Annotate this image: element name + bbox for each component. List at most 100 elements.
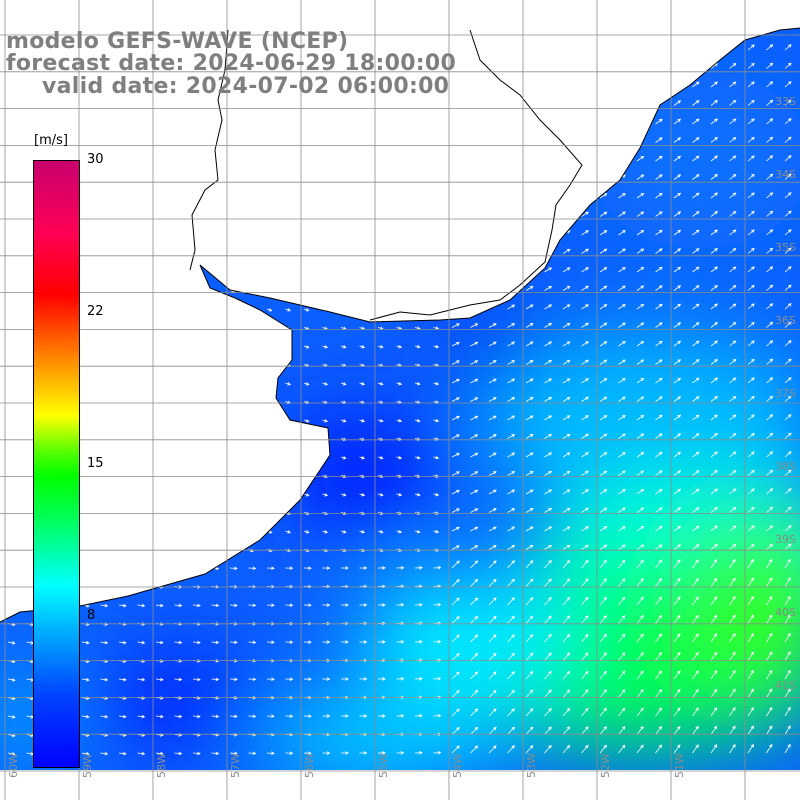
wind-arrow [248, 271, 254, 275]
wind-arrow [599, 670, 607, 680]
wind-arrow [100, 640, 109, 645]
wind-arrow [747, 229, 755, 236]
wind-arrow [507, 175, 516, 180]
wind-arrow [211, 345, 217, 349]
wind-arrow [618, 137, 626, 143]
wind-arrow [673, 229, 682, 236]
wind-arrow [192, 160, 199, 164]
wind-arrow [285, 382, 292, 386]
wind-arrow [692, 488, 700, 495]
wind-arrow [174, 123, 180, 127]
wind-arrow [470, 560, 479, 569]
wind-arrow [414, 381, 421, 386]
wind-arrow [655, 81, 663, 88]
wind-arrow [414, 677, 423, 681]
wind-arrow [303, 141, 310, 146]
wind-arrow [599, 100, 608, 106]
wind-arrow [729, 744, 736, 754]
wind-arrow [248, 566, 257, 571]
wind-arrow [488, 378, 497, 384]
wind-arrow [414, 640, 423, 644]
wind-arrow [340, 584, 349, 589]
wind-arrow [396, 344, 403, 349]
wind-arrow [766, 525, 774, 532]
wind-arrow [618, 415, 626, 421]
wind-arrow [396, 289, 403, 293]
wind-arrow [174, 419, 180, 423]
wind-arrow [155, 751, 164, 756]
wind-arrow [211, 419, 217, 423]
wind-arrow [266, 382, 273, 386]
colorbar-tick-22: 22 [87, 304, 104, 319]
wind-arrow [192, 640, 201, 645]
wind-arrow [766, 469, 774, 476]
wind-arrow [396, 104, 403, 108]
wind-arrow [192, 123, 199, 127]
wind-arrow [507, 323, 516, 328]
wind-arrow [488, 341, 497, 347]
wind-arrow [525, 726, 534, 735]
wind-arrow [747, 632, 754, 643]
wind-arrow [174, 751, 183, 756]
wind-arrow [81, 456, 88, 460]
wind-arrow [470, 689, 479, 698]
wind-arrow [303, 493, 310, 497]
wind-arrow [747, 284, 755, 291]
wind-arrow [340, 160, 347, 164]
wind-arrow [784, 340, 792, 347]
wind-arrow [266, 215, 273, 220]
wind-arrow [599, 193, 608, 199]
wind-arrow [470, 323, 479, 328]
wind-arrow [581, 489, 589, 495]
wind-arrow [747, 358, 755, 365]
wind-arrow [285, 271, 292, 275]
wind-arrow [303, 566, 312, 570]
wind-arrow [229, 751, 238, 756]
wind-arrow [618, 559, 626, 569]
wind-arrow [507, 615, 515, 624]
wind-arrow [433, 529, 440, 534]
wind-arrow [710, 559, 718, 569]
wind-arrow [710, 744, 718, 754]
wind-arrow [451, 634, 460, 643]
wind-arrow [7, 308, 14, 312]
wind-arrow [710, 507, 718, 513]
wind-arrow [507, 64, 516, 69]
wind-arrow [340, 456, 347, 460]
wind-arrow [747, 266, 755, 273]
wind-arrow [470, 615, 479, 624]
wind-arrow [137, 382, 143, 386]
wind-arrow [692, 614, 699, 624]
wind-arrow [137, 456, 143, 460]
wind-arrow [618, 267, 626, 273]
wind-arrow [174, 714, 183, 719]
wind-arrow [507, 341, 516, 347]
wind-arrow [470, 652, 479, 661]
wind-arrow [599, 452, 608, 458]
wind-arrow [414, 252, 421, 256]
wind-arrow [618, 396, 626, 402]
wind-arrow [118, 751, 127, 756]
wind-arrow [525, 230, 534, 236]
wind-arrow [192, 419, 199, 423]
wind-arrow [673, 137, 682, 143]
wind-arrow [636, 633, 644, 643]
wind-arrow [784, 525, 792, 532]
wind-arrow [673, 155, 682, 162]
wind-arrow [673, 414, 682, 421]
wind-arrow [118, 308, 125, 312]
wind-arrow [618, 82, 626, 88]
wind-arrow [229, 493, 236, 497]
wind-arrow [100, 141, 106, 146]
wind-arrow [710, 303, 718, 310]
wind-arrow [229, 677, 238, 682]
wind-arrow [729, 414, 737, 421]
wind-arrow [359, 160, 366, 164]
wind-arrow [507, 212, 516, 217]
wind-arrow [211, 141, 217, 146]
wind-arrow [618, 63, 626, 69]
wind-arrow [26, 234, 32, 238]
model-title: modelo GEFS-WAVE (NCEP) [6, 29, 349, 54]
wind-arrow [396, 418, 403, 423]
wind-arrow [340, 178, 347, 182]
